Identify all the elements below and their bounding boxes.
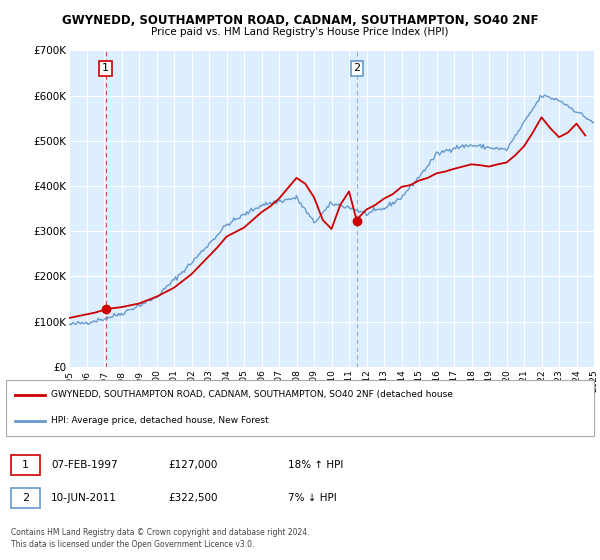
Text: 18% ↑ HPI: 18% ↑ HPI: [288, 460, 343, 470]
Text: 10-JUN-2011: 10-JUN-2011: [51, 493, 117, 503]
Text: 2: 2: [22, 493, 29, 503]
Text: £322,500: £322,500: [168, 493, 218, 503]
Text: Contains HM Land Registry data © Crown copyright and database right 2024.: Contains HM Land Registry data © Crown c…: [11, 528, 310, 536]
Text: 1: 1: [22, 460, 29, 470]
Text: 07-FEB-1997: 07-FEB-1997: [51, 460, 118, 470]
Text: £127,000: £127,000: [168, 460, 217, 470]
Text: This data is licensed under the Open Government Licence v3.0.: This data is licensed under the Open Gov…: [11, 540, 254, 549]
Text: 7% ↓ HPI: 7% ↓ HPI: [288, 493, 337, 503]
Text: HPI: Average price, detached house, New Forest: HPI: Average price, detached house, New …: [51, 416, 269, 425]
Text: GWYNEDD, SOUTHAMPTON ROAD, CADNAM, SOUTHAMPTON, SO40 2NF (detached house: GWYNEDD, SOUTHAMPTON ROAD, CADNAM, SOUTH…: [51, 390, 453, 399]
Text: GWYNEDD, SOUTHAMPTON ROAD, CADNAM, SOUTHAMPTON, SO40 2NF: GWYNEDD, SOUTHAMPTON ROAD, CADNAM, SOUTH…: [62, 14, 538, 27]
Text: 2: 2: [353, 63, 361, 73]
Text: 1: 1: [102, 63, 109, 73]
Text: Price paid vs. HM Land Registry's House Price Index (HPI): Price paid vs. HM Land Registry's House …: [151, 27, 449, 37]
